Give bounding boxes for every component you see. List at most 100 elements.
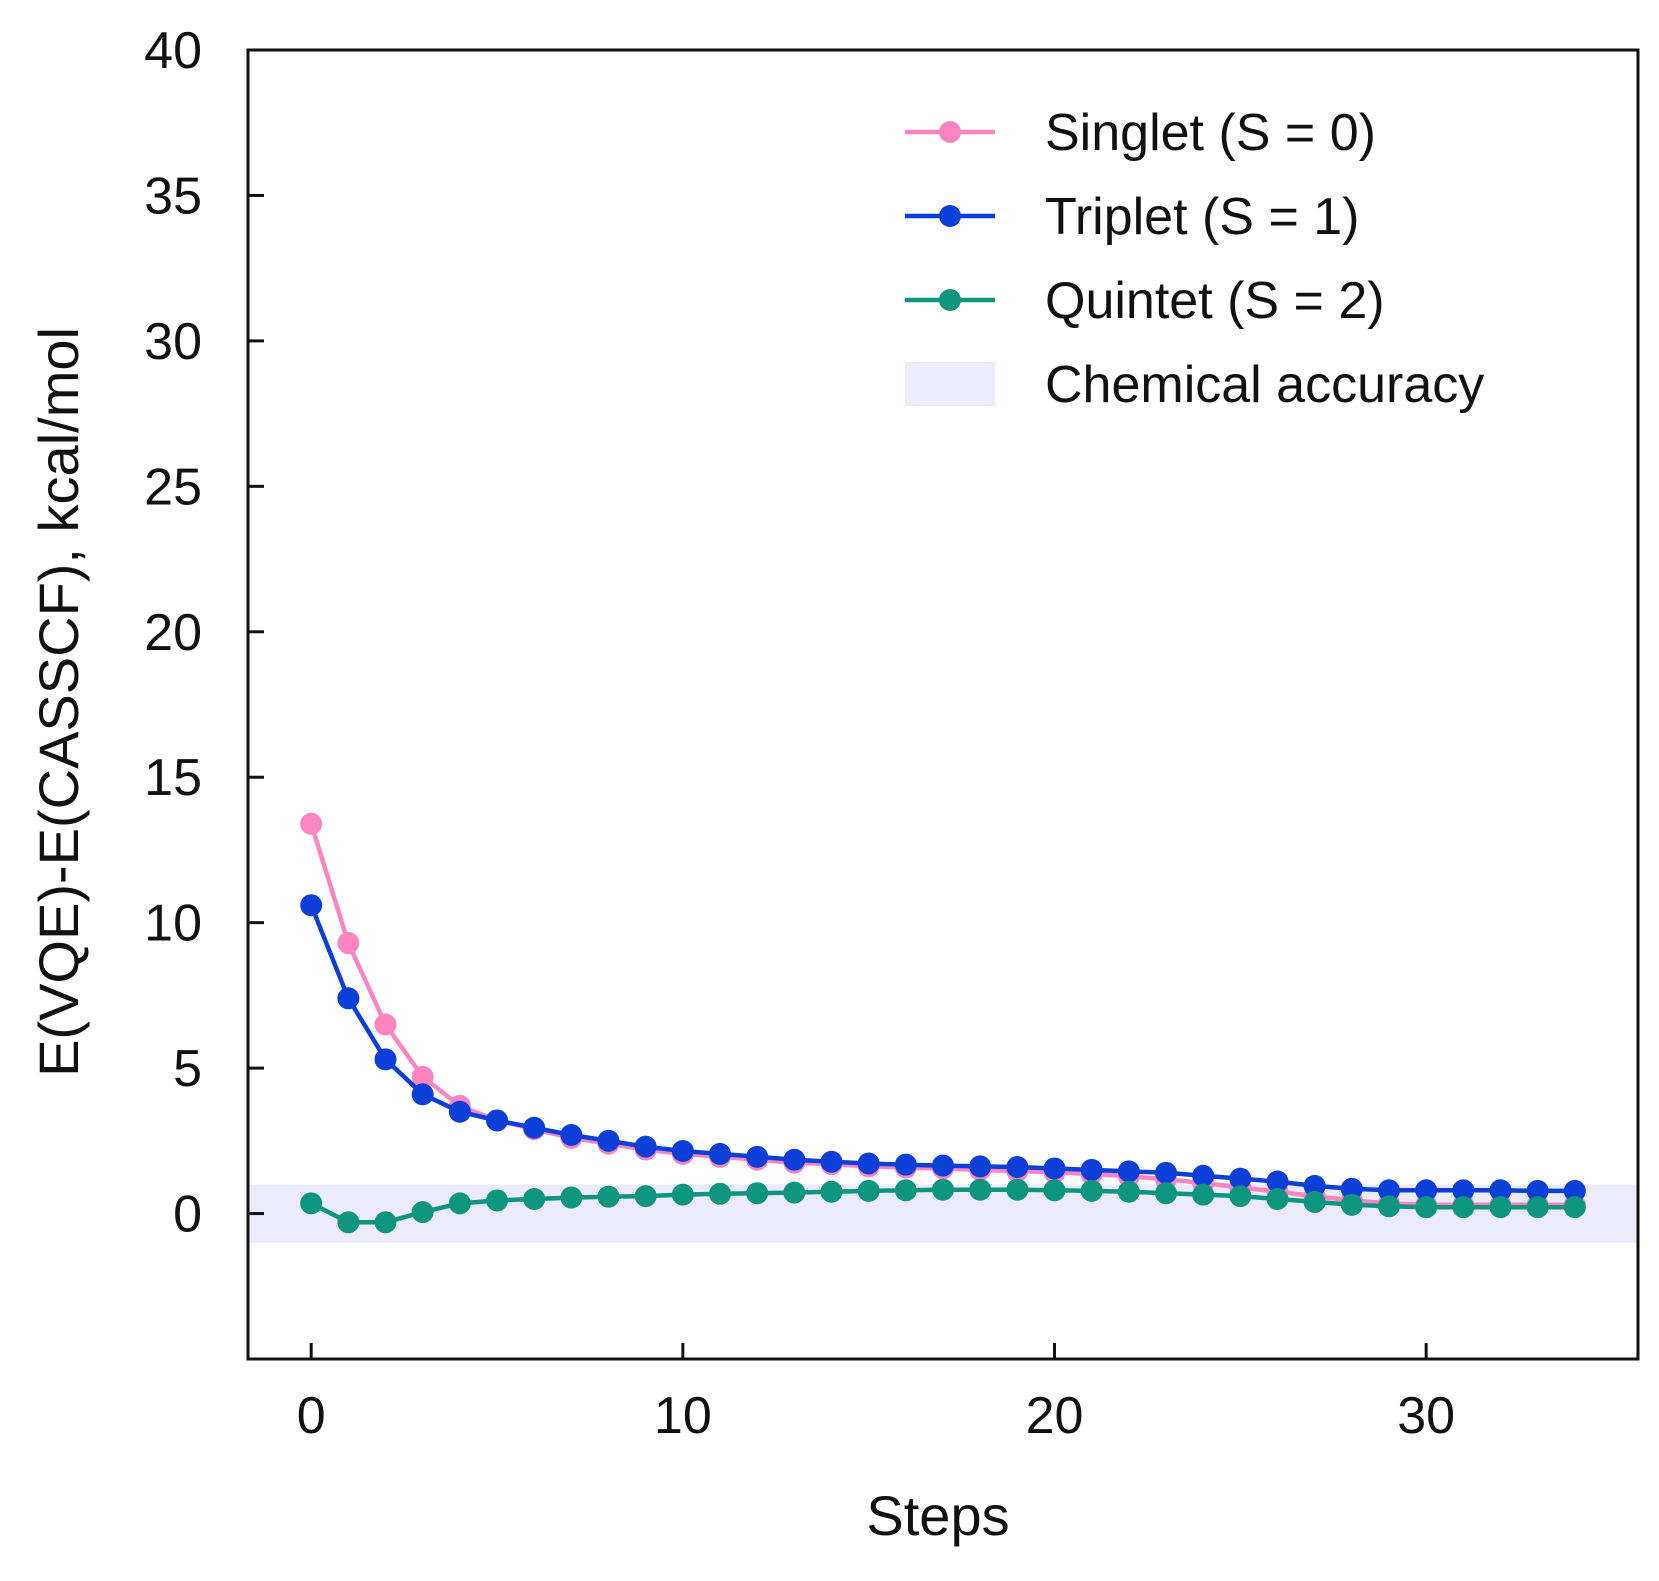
data-point-s2-31 [1452,1196,1475,1219]
data-point-s2-26 [1266,1188,1289,1211]
data-point-s2-16 [894,1179,917,1202]
data-point-s2-3 [411,1201,434,1224]
x-tick-label-0: 0 [297,1387,326,1445]
data-point-s1-24 [1192,1164,1215,1187]
data-point-s2-8 [597,1185,620,1208]
data-point-s2-28 [1340,1193,1363,1216]
data-point-s1-9 [634,1135,657,1158]
y-axis-title: E(VQE)-E(CASSCF), kcal/mol [27,327,90,1077]
legend-band-swatch [905,362,995,406]
data-point-s2-30 [1415,1196,1438,1219]
y-tick-label-4: 20 [144,604,202,662]
data-point-s2-0 [300,1192,323,1215]
data-point-s1-19 [1006,1156,1029,1179]
legend-marker-2 [939,289,961,311]
data-point-s2-23 [1154,1182,1177,1205]
legend: Singlet (S = 0) Triplet (S = 1) Quintet (S… [905,104,1484,414]
data-point-s2-33 [1526,1196,1549,1219]
series-line-1 [308,902,1578,1194]
data-point-s2-9 [634,1185,657,1208]
data-point-s1-5 [486,1109,509,1132]
data-point-s1-31 [1452,1179,1475,1202]
plot-area [248,812,1638,1243]
y-tick-label-5: 25 [144,458,202,516]
data-point-s1-16 [894,1153,917,1176]
data-point-s2-32 [1489,1196,1512,1219]
data-point-s1-20 [1043,1157,1066,1180]
y-tick-label-8: 40 [144,22,202,80]
y-tick-label-3: 15 [144,749,202,807]
data-point-s2-18 [969,1178,992,1201]
data-point-s1-32 [1489,1179,1512,1202]
data-point-s0-0 [300,812,323,835]
data-point-s1-6 [523,1116,546,1139]
data-point-s1-27 [1303,1174,1326,1197]
data-point-s2-10 [671,1183,694,1206]
data-point-s2-12 [746,1182,769,1205]
data-point-s2-6 [523,1188,546,1211]
plot-frame [246,48,1640,1361]
y-tick-label-7: 35 [144,167,202,225]
data-point-s2-34 [1563,1196,1586,1219]
axes: 0 10 20 30 0 5 10 15 20 25 30 35 40 [144,22,1640,1445]
data-point-s1-1 [337,987,360,1010]
data-point-s2-1 [337,1211,360,1234]
data-point-s2-22 [1117,1180,1140,1203]
y-tick-label-1: 5 [173,1040,202,1098]
legend-label-2: Quintet (S = 2) [1045,272,1385,330]
legend-label-1: Triplet (S = 1) [1045,188,1360,246]
data-point-s2-19 [1006,1178,1029,1201]
data-point-s1-8 [597,1129,620,1152]
data-point-s1-34 [1563,1179,1586,1202]
data-point-s2-25 [1229,1185,1252,1208]
data-point-s2-24 [1192,1183,1215,1206]
data-point-s2-17 [932,1178,954,1201]
x-tick-label-1: 10 [654,1387,712,1445]
y-tick-label-6: 30 [144,313,202,371]
data-point-s1-12 [746,1145,769,1168]
data-point-s1-18 [969,1155,992,1178]
x-tick-label-3: 30 [1397,1387,1455,1445]
x-axis-title: Steps [866,1484,1009,1547]
data-point-s2-2 [374,1211,397,1234]
data-point-s2-20 [1043,1179,1066,1202]
legend-marker-0 [939,121,961,143]
data-point-s1-17 [932,1154,954,1177]
data-point-s2-13 [783,1181,806,1204]
legend-marker-1 [939,205,961,227]
y-tick-label-2: 10 [144,895,202,953]
data-point-s1-4 [448,1100,471,1123]
y-tick-label-0: 0 [173,1186,202,1244]
data-point-s1-7 [560,1124,583,1147]
data-point-s0-1 [337,932,360,955]
data-point-s2-15 [857,1179,880,1202]
legend-label-0: Singlet (S = 0) [1045,104,1376,162]
x-tick-label-2: 20 [1026,1387,1084,1445]
data-point-s2-21 [1080,1179,1103,1202]
data-point-s0-2 [374,1013,397,1036]
data-point-s1-28 [1340,1177,1363,1200]
data-point-s1-23 [1154,1161,1177,1184]
data-point-s1-26 [1266,1170,1289,1193]
data-point-s1-29 [1377,1179,1400,1202]
data-point-s1-0 [300,894,323,917]
data-point-s1-13 [783,1148,806,1171]
data-point-s2-4 [448,1192,471,1215]
data-point-s2-29 [1377,1195,1400,1218]
data-point-s1-25 [1229,1167,1252,1190]
data-point-s2-11 [709,1182,732,1205]
data-point-s2-5 [486,1189,509,1212]
data-point-s1-3 [411,1083,434,1106]
data-point-s2-7 [560,1186,583,1209]
data-point-s1-14 [820,1150,843,1173]
data-point-s1-30 [1415,1179,1438,1202]
data-point-s1-15 [857,1152,880,1175]
data-point-s0-3 [411,1065,434,1088]
series-line-0 [308,821,1578,1208]
data-point-s2-27 [1303,1190,1326,1213]
data-point-s2-14 [820,1180,843,1203]
data-point-s1-21 [1080,1158,1103,1181]
data-point-s1-22 [1117,1160,1140,1183]
legend-label-band: Chemical accuracy [1045,356,1484,414]
